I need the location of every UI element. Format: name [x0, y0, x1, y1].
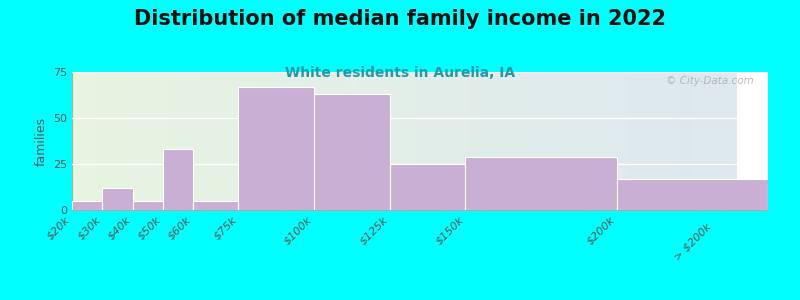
Bar — [72, 201, 102, 210]
Bar — [133, 201, 162, 210]
Y-axis label: families: families — [34, 116, 47, 166]
Bar — [314, 94, 390, 210]
Bar — [193, 201, 238, 210]
Text: Distribution of median family income in 2022: Distribution of median family income in … — [134, 9, 666, 29]
Text: © City-Data.com: © City-Data.com — [666, 76, 754, 86]
Bar — [390, 164, 466, 210]
Bar — [238, 87, 314, 210]
Text: White residents in Aurelia, IA: White residents in Aurelia, IA — [285, 66, 515, 80]
Bar — [102, 188, 133, 210]
Text: > $200k: > $200k — [672, 221, 713, 262]
Bar — [466, 157, 617, 210]
Bar — [162, 149, 193, 210]
Bar — [617, 179, 768, 210]
